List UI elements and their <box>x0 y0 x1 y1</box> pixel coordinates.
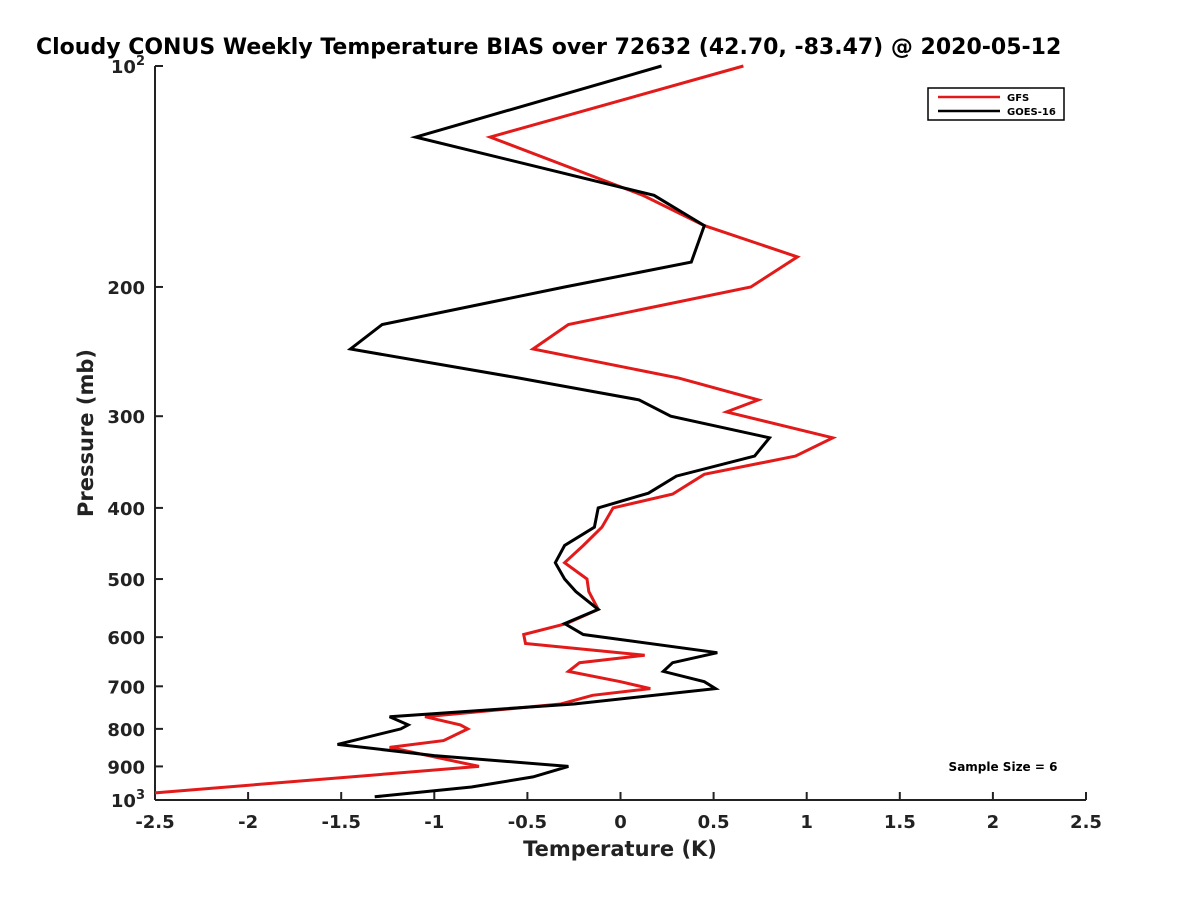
y-tick-base: 10 <box>111 791 136 812</box>
y-tick-label: 300 <box>107 407 145 428</box>
y-tick-base: 10 <box>111 57 136 78</box>
y-axis-label: Pressure (mb) <box>74 349 98 517</box>
x-tick-label: 0 <box>614 812 627 833</box>
x-tick-label: -1.5 <box>322 812 361 833</box>
series-lines <box>154 64 838 799</box>
y-tick-label: 200 <box>107 278 145 299</box>
x-tick-label: 1 <box>800 812 813 833</box>
y-tick-label: 800 <box>107 720 145 741</box>
y-tick-label: 900 <box>107 757 145 778</box>
y-tick-label: 103 <box>111 788 145 812</box>
y-tick-exponent: 3 <box>136 788 145 803</box>
y-tick-label: 600 <box>107 628 145 649</box>
x-tick-label: -2.5 <box>135 812 174 833</box>
y-tick-label: 400 <box>107 499 145 520</box>
x-tick-label: 1.5 <box>884 812 916 833</box>
legend: GFS GOES-16 <box>927 87 1065 121</box>
y-tick-label: 500 <box>107 570 145 591</box>
legend-box <box>927 87 1065 121</box>
legend-label: GFS <box>1007 93 1029 104</box>
x-tick-label: -2 <box>238 812 258 833</box>
x-axis-label: Temperature (K) <box>523 837 717 861</box>
x-tick-label: 2.5 <box>1070 812 1102 833</box>
legend-label: GOES-16 <box>1007 107 1056 118</box>
y-tick-label: 700 <box>107 677 145 698</box>
x-tick-label: -1 <box>424 812 444 833</box>
x-axis-ticks: -2.5 -2 -1.5 -1 -0.5 0 0.5 1 1.5 2 2.5 <box>135 792 1102 833</box>
y-tick-exponent: 2 <box>136 54 145 69</box>
sample-size-annotation: Sample Size = 6 <box>949 760 1058 774</box>
x-tick-label: -0.5 <box>508 812 547 833</box>
x-tick-label: 2 <box>987 812 1000 833</box>
chart-title: Cloudy CONUS Weekly Temperature BIAS ove… <box>36 35 1061 60</box>
y-tick-label: 102 <box>111 54 145 78</box>
series-line-goes-16 <box>337 64 773 799</box>
x-tick-label: 0.5 <box>698 812 730 833</box>
